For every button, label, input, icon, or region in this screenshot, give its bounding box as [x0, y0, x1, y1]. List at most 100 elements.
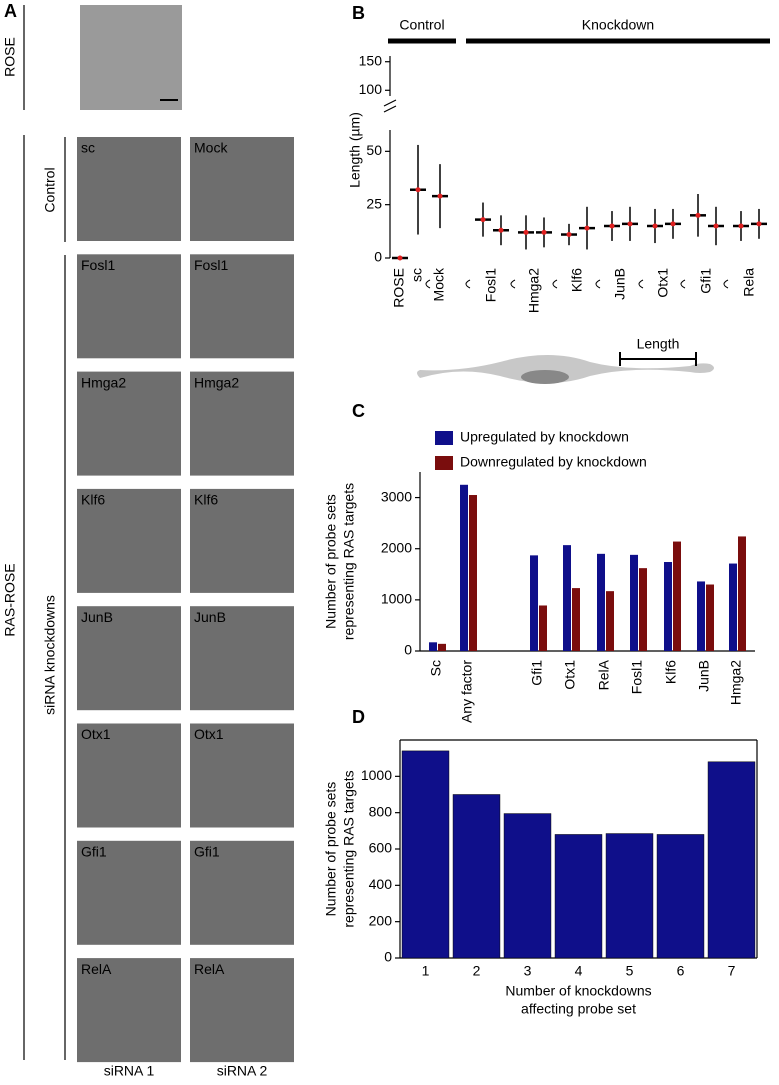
bar [429, 642, 437, 651]
bar [697, 581, 705, 651]
x-tick-label: Any factor [459, 660, 475, 723]
mean-dot [480, 217, 486, 223]
micrograph [190, 254, 294, 359]
panel-letter: C [352, 401, 365, 421]
mean-dot [566, 232, 572, 238]
bar [539, 605, 547, 651]
micrograph [190, 137, 294, 241]
bar [438, 643, 446, 651]
bar [563, 545, 571, 651]
y-tick-label: 2000 [381, 539, 412, 555]
mean-dot [415, 187, 421, 193]
micrograph [77, 723, 181, 828]
bar [572, 588, 580, 651]
bar [452, 794, 501, 959]
micrograph-label: JunB [81, 609, 113, 625]
bar [460, 484, 468, 651]
mean-dot [437, 193, 443, 199]
micrograph-label: RelA [81, 961, 112, 977]
mean-dot [397, 255, 403, 261]
micrograph [190, 840, 294, 945]
group-label: Control [399, 17, 444, 33]
mean-dot [652, 223, 658, 229]
micrograph-label: Fosl1 [81, 257, 115, 273]
length-bracket [619, 352, 697, 366]
micrograph-label: Klf6 [194, 492, 218, 508]
x-tick-label: Klf6 [663, 660, 679, 684]
micrograph-label: Gfi1 [81, 844, 107, 860]
bar [606, 591, 614, 651]
mean-dot [695, 212, 701, 218]
x-tick-label: 1 [422, 963, 430, 979]
mean-dot [498, 227, 504, 233]
mean-dot [584, 225, 590, 231]
legend-swatch [435, 431, 453, 445]
bar [401, 750, 450, 959]
micrograph-label: JunB [194, 609, 226, 625]
braces [425, 279, 729, 289]
panel-letter: B [352, 3, 365, 23]
cell-diagram [417, 355, 714, 383]
group-label: Knockdown [582, 17, 654, 33]
bar [706, 584, 714, 651]
rose-label: ROSE [2, 37, 18, 77]
bar [469, 495, 477, 651]
bar [656, 834, 705, 959]
micrograph-label: Hmga2 [81, 374, 126, 390]
x-tick-label: Gfi1 [698, 268, 714, 294]
nucleus [521, 370, 569, 384]
x-tick-label: Fosl1 [483, 268, 499, 302]
micrograph [190, 371, 294, 476]
micrograph [77, 371, 181, 476]
x-tick-label: 6 [677, 963, 685, 979]
legend-label: Downregulated by knockdown [460, 454, 647, 470]
x-tick-label: 5 [626, 963, 634, 979]
micrograph-label: Otx1 [81, 726, 111, 742]
micrograph-label: Otx1 [194, 726, 224, 742]
bar [597, 553, 605, 651]
panel-letter: D [352, 707, 365, 727]
micrograph [190, 958, 294, 1063]
x-tick-label: Otx1 [562, 660, 578, 690]
y-tick-label: 25 [366, 195, 382, 211]
bar [503, 813, 552, 959]
micrograph [77, 137, 181, 241]
x-tick-label: 7 [728, 963, 736, 979]
y-axis-title: Number of probe sets [323, 494, 339, 629]
mean-dot [627, 221, 633, 227]
y-axis-title: Length (µm) [347, 112, 363, 188]
x-tick-label: 2 [473, 963, 481, 979]
micrograph-label: Fosl1 [194, 257, 228, 273]
column-label: siRNA 2 [217, 1063, 268, 1079]
legend-swatch [435, 456, 453, 470]
bar [673, 541, 681, 651]
y-tick-label: 1000 [361, 767, 392, 783]
mean-dot [713, 223, 719, 229]
x-tick-label: JunB [612, 268, 628, 300]
mean-dot [670, 221, 676, 227]
micrograph-label: Gfi1 [194, 844, 220, 860]
y-axis-title: representing RAS targets [341, 770, 357, 927]
x-tick-label: sc [409, 268, 425, 282]
x-tick-label: ROSE [391, 268, 407, 308]
y-tick-label: 100 [359, 81, 383, 97]
micrograph-label: RelA [194, 961, 225, 977]
bar [738, 536, 746, 651]
knockdowns-label: siRNA knockdowns [42, 595, 58, 715]
y-tick-label: 50 [366, 142, 382, 158]
bar [664, 562, 672, 651]
x-axis-title: affecting probe set [521, 1001, 636, 1017]
mean-dot [756, 221, 762, 227]
micrograph-label: Hmga2 [194, 374, 239, 390]
bar [605, 833, 654, 959]
y-tick-label: 0 [384, 949, 392, 965]
x-tick-label: Gfi1 [529, 660, 545, 686]
bar [729, 563, 737, 651]
bar [630, 554, 638, 651]
y-tick-label: 150 [359, 52, 383, 68]
micrograph [190, 606, 294, 711]
bar [707, 761, 756, 959]
bar [530, 555, 538, 651]
x-tick-label: Rela [741, 268, 757, 297]
x-tick-label: Mock [431, 267, 447, 301]
